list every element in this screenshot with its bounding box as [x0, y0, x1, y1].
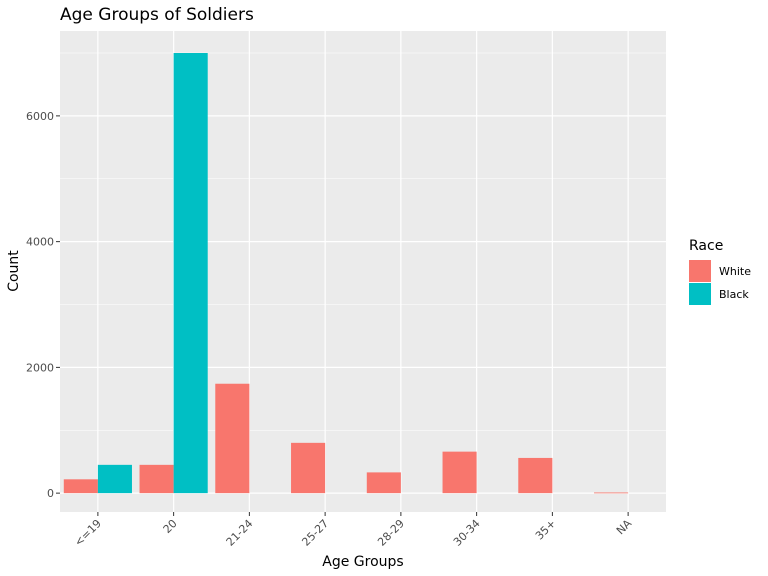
bar-white-2	[215, 383, 250, 494]
bar-white-4	[366, 472, 401, 494]
chart-title: Age Groups of Soldiers	[60, 5, 254, 25]
bar-white-6	[518, 457, 553, 494]
legend-key-white	[689, 260, 711, 282]
x-tick-label: 35+	[533, 517, 559, 543]
bar-white-5	[442, 451, 477, 494]
y-tick-label: 0	[47, 487, 54, 500]
x-tick-label: NA	[614, 517, 635, 538]
y-tick-label: 4000	[26, 236, 54, 249]
legend-title: Race	[689, 238, 723, 254]
bars	[63, 53, 629, 494]
legend-key-black	[689, 283, 711, 305]
legend-label-white: White	[719, 265, 751, 278]
x-axis-title: Age Groups	[322, 554, 403, 570]
grid	[60, 31, 666, 512]
y-axis: 0 2000 4000 6000	[26, 110, 60, 500]
legend-label-black: Black	[719, 288, 749, 301]
bar-black-1	[173, 53, 208, 494]
x-tick-label: <=19	[72, 517, 104, 549]
y-tick-label: 6000	[26, 110, 54, 123]
x-axis: <=19 20 21-24 25-27 28-29 30-34 35+ NA	[72, 512, 635, 549]
x-tick-label: 30-34	[451, 517, 483, 549]
x-tick-label: 28-29	[375, 517, 407, 549]
panel-background	[60, 31, 666, 512]
bar-white-3	[291, 442, 326, 494]
y-tick-label: 2000	[26, 361, 54, 374]
y-axis-title: Count	[6, 250, 22, 292]
bar-black-0	[97, 464, 132, 494]
x-tick-label: 21-24	[224, 517, 256, 549]
x-tick-label: 25-27	[299, 517, 331, 549]
bar-white-7	[594, 492, 629, 494]
bar-white-0	[63, 479, 98, 494]
bar-white-1	[139, 464, 174, 494]
x-tick-label: 20	[161, 517, 180, 536]
legend: Race White Black	[689, 238, 751, 305]
